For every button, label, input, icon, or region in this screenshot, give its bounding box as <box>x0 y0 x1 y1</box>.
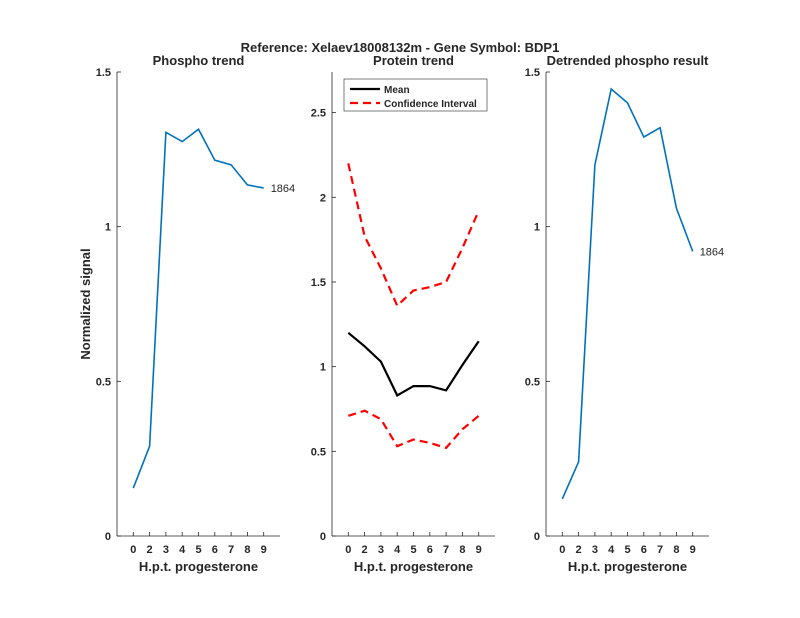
x-tick-label: 4 <box>608 544 615 556</box>
x-tick-label: 0 <box>130 544 136 556</box>
y-tick-label: 0.5 <box>96 376 111 388</box>
x-axis-label: H.p.t. progesterone <box>139 559 258 574</box>
series-line <box>132 127 264 489</box>
x-tick-label: 9 <box>476 544 482 556</box>
y-tick-label: 1 <box>534 222 540 234</box>
x-tick-label: 2 <box>147 544 153 556</box>
legend-label-mean: Mean <box>384 85 410 96</box>
x-tick-label: 6 <box>212 544 218 556</box>
y-tick-label: 0 <box>534 531 540 543</box>
x-tick-label: 6 <box>427 544 433 556</box>
y-tick-label: 0 <box>105 531 111 543</box>
y-tick-label: 1 <box>105 222 111 234</box>
x-tick-label: 8 <box>673 544 679 556</box>
y-axis-label: Normalized signal <box>78 248 93 359</box>
x-axis-label: H.p.t. progesterone <box>354 559 473 574</box>
x-tick-label: 9 <box>261 544 267 556</box>
legend-box <box>343 78 488 112</box>
x-tick-label: 7 <box>228 544 234 556</box>
x-tick-label: 4 <box>394 544 401 556</box>
x-tick-label: 4 <box>179 544 186 556</box>
subplot-title: Detrended phospho result <box>547 53 709 68</box>
end-label: 1864 <box>700 246 724 258</box>
x-tick-label: 8 <box>244 544 250 556</box>
x-tick-label: 7 <box>657 544 663 556</box>
subplot-title: Phospho trend <box>153 53 245 68</box>
x-tick-label: 3 <box>592 544 598 556</box>
end-label: 1864 <box>271 183 295 195</box>
x-tick-label: 0 <box>559 544 565 556</box>
x-tick-label: 2 <box>362 544 368 556</box>
x-tick-label: 7 <box>443 544 449 556</box>
y-tick-label: 1 <box>320 362 326 374</box>
x-tick-label: 3 <box>378 544 384 556</box>
legend-label-ci: Confidence Interval <box>384 99 477 110</box>
y-tick-label: 2.5 <box>311 108 326 120</box>
x-tick-label: 2 <box>576 544 582 556</box>
legend: Mean Confidence Interval <box>343 78 488 112</box>
series-line <box>561 87 694 500</box>
y-tick-label: 1.5 <box>96 67 111 79</box>
x-tick-label: 8 <box>459 544 465 556</box>
series-line <box>347 163 480 308</box>
figure-suptitle: Reference: Xelaev18008132m - Gene Symbol… <box>241 40 560 55</box>
x-tick-label: 6 <box>641 544 647 556</box>
y-tick-label: 1.5 <box>525 67 540 79</box>
y-tick-label: 0.5 <box>311 446 326 458</box>
series-line <box>347 409 480 450</box>
y-tick-label: 0 <box>320 531 326 543</box>
x-tick-label: 3 <box>163 544 169 556</box>
series-line <box>347 331 480 397</box>
y-tick-label: 2 <box>320 192 326 204</box>
x-tick-label: 0 <box>345 544 351 556</box>
subplot-title: Protein trend <box>373 53 454 68</box>
x-tick-label: 5 <box>410 544 416 556</box>
x-tick-label: 9 <box>690 544 696 556</box>
y-tick-label: 1.5 <box>311 277 326 289</box>
y-tick-label: 0.5 <box>525 376 540 388</box>
x-axis-label: H.p.t. progesterone <box>568 559 687 574</box>
x-tick-label: 5 <box>624 544 630 556</box>
x-tick-label: 5 <box>195 544 201 556</box>
